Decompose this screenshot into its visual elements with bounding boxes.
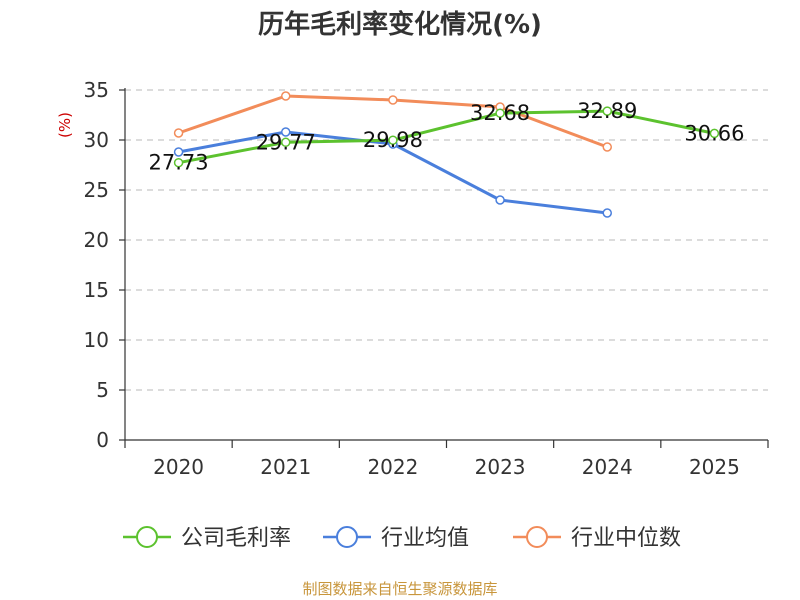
data-point: [388, 135, 398, 145]
y-tick-label: 10: [84, 328, 109, 352]
data-label: 27.73: [149, 151, 209, 175]
x-tick-label: 2020: [153, 455, 204, 479]
x-tick-label: 2025: [689, 455, 740, 479]
data-point: [495, 108, 505, 118]
data-point: [602, 106, 612, 116]
legend-label: 公司毛利率: [181, 526, 291, 551]
data-point: [173, 128, 184, 138]
data-point: [602, 142, 612, 152]
y-tick-label: 35: [84, 78, 109, 102]
y-tick-label: 5: [96, 378, 109, 402]
y-tick-label: 30: [84, 128, 109, 152]
x-tick-label: 2022: [367, 455, 418, 479]
series-line: [178, 109, 715, 165]
data-labels: 27.73 29.77 29.98 32.68 32.89 30.66: [149, 99, 745, 175]
data-point: [495, 195, 505, 205]
chart-title: 历年毛利率变化情况(%): [258, 10, 542, 40]
legend-marker: [136, 526, 158, 548]
x-tick-label: 2023: [475, 455, 526, 479]
data-point: [281, 137, 291, 148]
x-tick-label: 2024: [582, 455, 633, 479]
source-note: 制图数据来自恒生聚源数据库: [302, 580, 498, 598]
data-label: 32.89: [577, 99, 637, 123]
data-point: [281, 91, 291, 101]
y-tick-label: 20: [84, 228, 109, 252]
data-label: 29.77: [256, 130, 316, 154]
data-point: [388, 95, 398, 105]
data-point: [173, 147, 184, 157]
y-axis-label: (%): [56, 112, 74, 138]
data-point: [281, 127, 291, 137]
legend: 公司毛利率 行业均值 行业中位数: [123, 526, 681, 551]
y-tick-label: 15: [84, 278, 109, 302]
y-tick-label: 25: [84, 178, 109, 202]
data-point: [602, 208, 612, 218]
series-group: [173, 91, 720, 218]
data-label: 30.66: [684, 121, 744, 145]
data-point: [173, 157, 184, 168]
legend-marker: [336, 526, 358, 548]
y-tick-label: 0: [96, 428, 109, 452]
legend-marker: [526, 526, 548, 548]
data-label: 32.68: [470, 101, 530, 125]
grid-lines: [125, 89, 768, 391]
x-tick-label: 2021: [260, 455, 311, 479]
data-point: [709, 128, 720, 139]
legend-label: 行业中位数: [571, 526, 681, 551]
data-label: 29.98: [363, 128, 423, 152]
legend-label: 行业均值: [381, 526, 469, 551]
